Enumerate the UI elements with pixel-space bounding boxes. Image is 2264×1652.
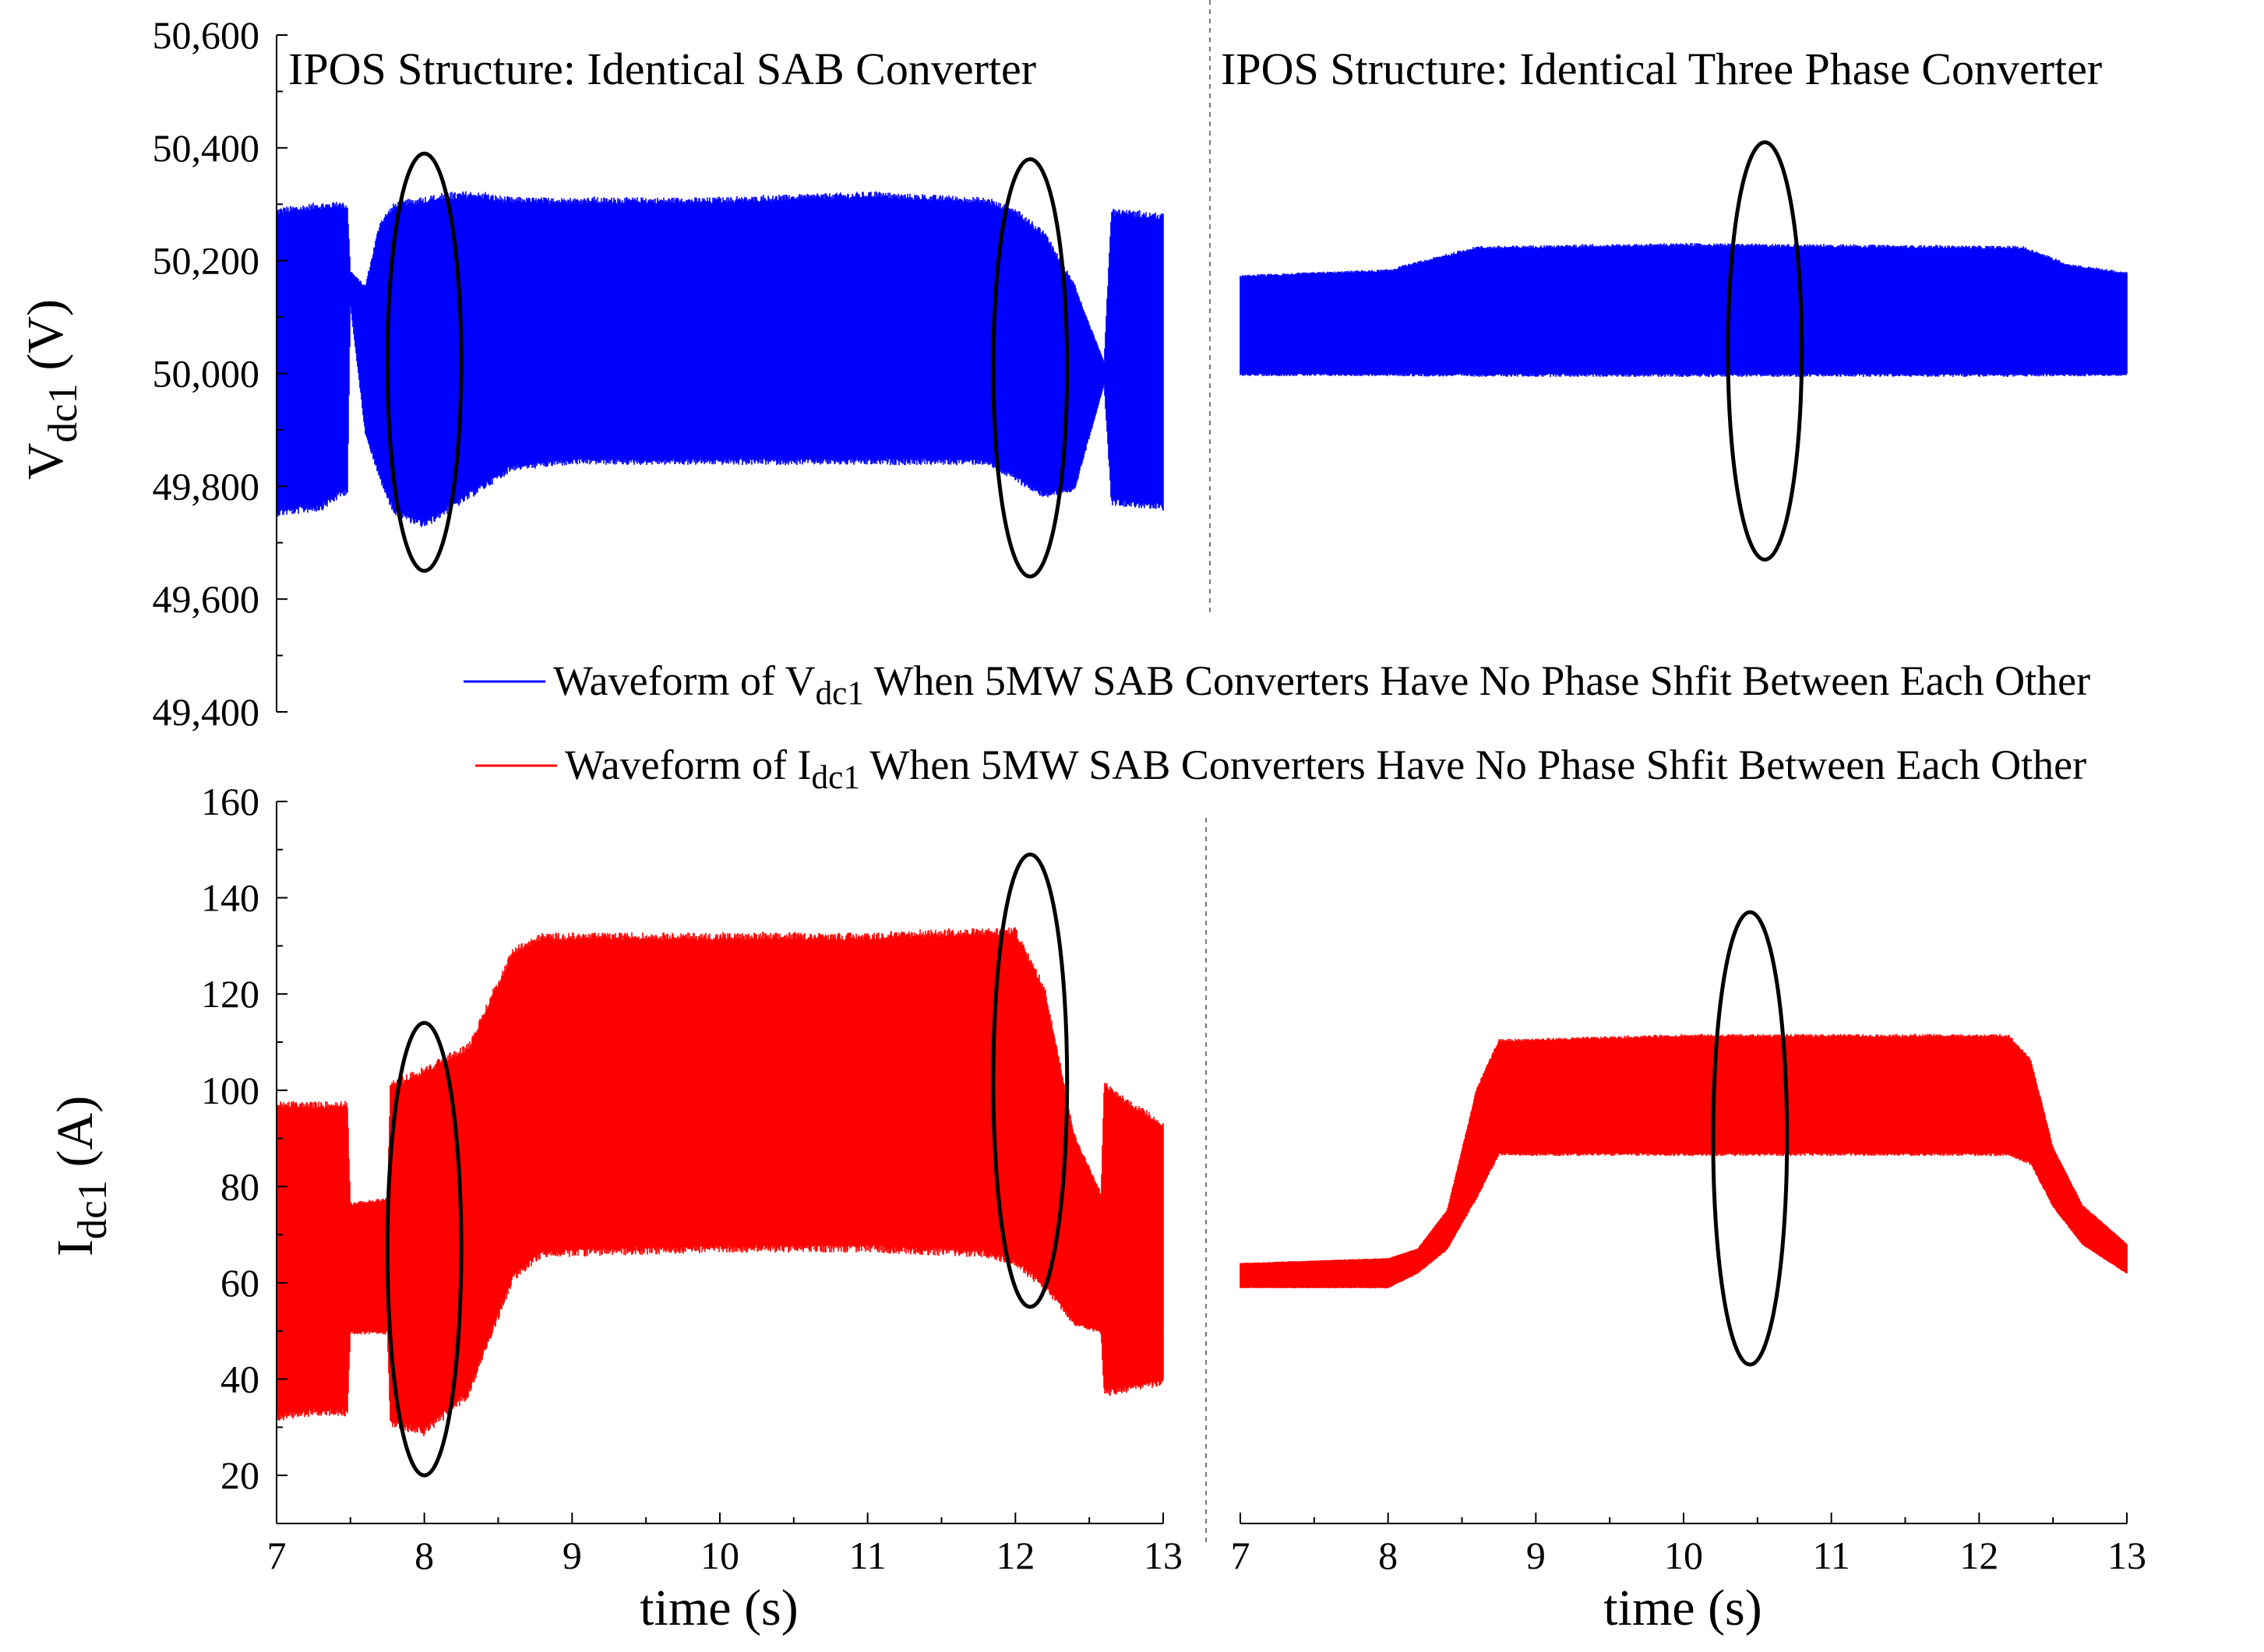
idc1-three-phase-series-0 (1240, 1034, 2128, 1289)
legend-label-idc1: Waveform of Idc1 When 5MW SAB Converters… (565, 741, 2086, 796)
idc1-three-phase-x-tick-label: 7 (1231, 1534, 1250, 1577)
idc1-sab-x-tick-label: 11 (849, 1534, 887, 1577)
idc1-sab-y-tick-label: 60 (220, 1261, 259, 1305)
idc1-three-phase-x-tick-label: 8 (1378, 1534, 1398, 1577)
idc1-three-phase-x-tick-label: 11 (1813, 1534, 1850, 1577)
legend-idc1-prefix: Waveform of (565, 741, 798, 788)
vdc1-sab-y-tick-label: 50,400 (153, 126, 260, 170)
vdc1-sab-y-tick-label: 49,800 (153, 464, 260, 508)
vdc1-sab-series-0 (276, 191, 1164, 527)
idc1-sab-y-tick-label: 120 (201, 972, 259, 1016)
idc1-three-phase-chart: 7 8 9 10 11 12 13 (1231, 910, 2146, 1577)
idc1-sab-series-0 (276, 927, 1164, 1437)
idc1-three-phase-x-tick-label: 9 (1526, 1534, 1546, 1577)
idc1-axis-title-sub: dc1 (70, 1180, 115, 1239)
legend-vdc1-main: V (785, 657, 816, 704)
idc1-sab-y-tick-label: 40 (220, 1358, 259, 1401)
idc1-three-phase-x-tick-label: 12 (1959, 1534, 1998, 1577)
vdc1-axis-title-main: V (17, 442, 74, 480)
plot-area: 49,400 49,600 49,800 50,000 50,200 50,400 50,6… (153, 13, 2147, 1577)
legend-idc1-suffix: When 5MW SAB Converters Have No Phase Sh… (860, 741, 2086, 788)
x-axis-title-left: time (s) (640, 1580, 798, 1636)
idc1-sab-y-tick-label: 80 (220, 1164, 259, 1208)
vdc1-axis-title-unit: (V) (17, 299, 74, 383)
x-axis-title-right: time (s) (1603, 1580, 1761, 1636)
vdc1-sab-y-tick-label: 50,600 (153, 13, 260, 57)
idc1-three-phase-x-tick-label: 13 (2107, 1534, 2146, 1577)
idc1-sab-y-tick-label: 100 (201, 1069, 259, 1112)
vdc1-sab-y-tick-label: 49,600 (153, 577, 260, 621)
legend-vdc1-suffix: When 5MW SAB Converters Have No Phase Sh… (864, 657, 2090, 704)
vdc1-axis-title: Vdc1 (V) (17, 299, 86, 480)
idc1-axis-title-main: I (47, 1239, 104, 1256)
vdc1-sab-highlight-ellipse-1 (991, 157, 1070, 579)
idc1-sab-chart: 20 40 60 80 100 120 140 160 7 8 9 10 11 12 13 (201, 780, 1183, 1577)
vdc1-sab-y-tick-label: 50,000 (153, 352, 260, 396)
legend-idc1-main: I (798, 741, 812, 788)
idc1-sab-y-tick-label: 140 (201, 876, 259, 920)
vdc1-sab-highlight-ellipse-0 (385, 151, 464, 573)
legend-label-vdc1: Waveform of Vdc1 When 5MW SAB Converters… (553, 657, 2090, 712)
idc1-axis-title-unit: (A) (47, 1096, 104, 1180)
panel-title-sab: IPOS Structure: Identical SAB Converter (288, 44, 1036, 94)
idc1-sab-y-tick-label: 20 (220, 1453, 259, 1497)
idc1-sab-x-tick-label: 12 (996, 1534, 1035, 1577)
idc1-sab-x-tick-label: 8 (414, 1534, 434, 1577)
idc1-sab-y-tick-label: 160 (201, 780, 259, 823)
legend-vdc1-prefix: Waveform of (553, 657, 785, 704)
idc1-sab-x-tick-label: 13 (1144, 1534, 1183, 1577)
vdc1-axis-title-sub: dc1 (41, 383, 86, 442)
legend: Waveform of Vdc1 When 5MW SAB Converters… (464, 657, 2090, 796)
vdc1-sab-y-tick-label: 49,400 (153, 690, 260, 734)
legend-idc1-sub: dc1 (812, 759, 860, 796)
idc1-three-phase-x-tick-label: 10 (1664, 1534, 1703, 1577)
vdc1-sab-y-tick-label: 50,200 (153, 239, 260, 283)
vdc1-three-phase-chart (1240, 140, 2128, 562)
vdc1-three-phase-highlight-ellipse-0 (1726, 140, 1804, 562)
panel-title-three-phase: IPOS Structure: Identical Three Phase Co… (1221, 44, 2102, 94)
legend-vdc1-sub: dc1 (816, 675, 864, 712)
idc1-three-phase-highlight-ellipse-0 (1711, 910, 1790, 1367)
idc1-sab-highlight-ellipse-0 (385, 1020, 464, 1478)
idc1-sab-x-tick-label: 9 (562, 1534, 582, 1577)
idc1-sab-x-tick-label: 7 (267, 1534, 287, 1577)
vdc1-sab-chart: 49,400 49,600 49,800 50,000 50,200 50,400 50,6… (153, 13, 1164, 734)
idc1-axis-title: Idc1 (A) (47, 1096, 115, 1256)
idc1-sab-highlight-ellipse-1 (991, 852, 1070, 1309)
vdc1-three-phase-series-0 (1240, 243, 2128, 377)
idc1-sab-x-tick-label: 10 (700, 1534, 739, 1577)
